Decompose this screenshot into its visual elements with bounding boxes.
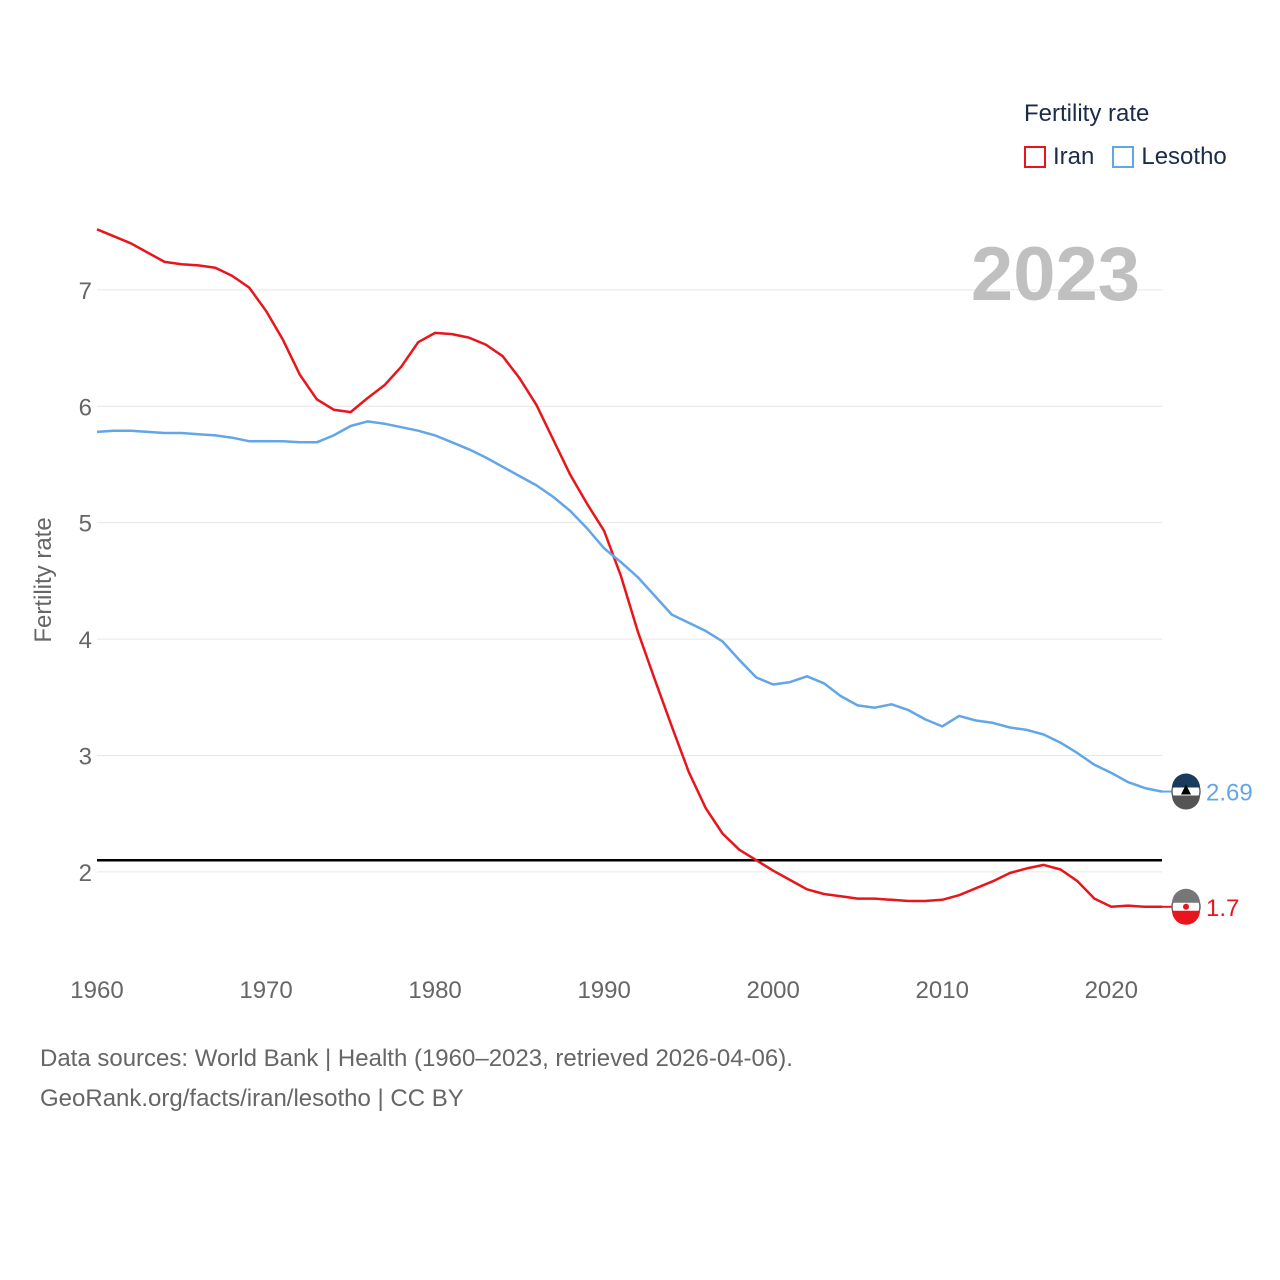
flag-icon-lesotho	[1171, 773, 1201, 810]
x-tick-label-1960: 1960	[70, 977, 123, 1004]
legend-item-lesotho[interactable]: Lesotho	[1112, 143, 1227, 171]
flag-icon-iran	[1171, 888, 1201, 925]
x-tick-label-1970: 1970	[239, 977, 292, 1004]
legend-item-iran[interactable]: Iran	[1024, 143, 1094, 171]
data-source-note: Data sources: World Bank | Health (1960–…	[40, 1045, 793, 1072]
series-line-iran	[96, 228, 1162, 909]
legend-label-iran: Iran	[1053, 143, 1095, 170]
flag-band-bottom-lesotho	[1172, 795, 1200, 810]
end-value-label-lesotho: 2.69	[1206, 780, 1253, 807]
legend-title: Fertility rate	[1024, 100, 1150, 127]
y-tick-label-5: 5	[79, 511, 92, 538]
legend-swatch-lesotho	[1112, 146, 1135, 168]
grid-lines	[97, 289, 1162, 873]
attribution-link[interactable]: GeoRank.org/facts/iran/lesotho | CC BY	[40, 1085, 464, 1112]
series-lines	[96, 228, 1163, 909]
flag-band-top-lesotho	[1172, 773, 1200, 788]
series-line-lesotho	[96, 420, 1163, 793]
x-tick-label-1980: 1980	[408, 977, 461, 1004]
legend: Iran Lesotho	[1024, 143, 1245, 171]
y-tick-label-2: 2	[79, 860, 92, 887]
end-markers: 1.7 2.69	[1162, 773, 1253, 925]
x-axis-ticks: 1960 1970 1980 1990 2000 2010 2020	[70, 977, 1138, 1004]
y-tick-label-6: 6	[79, 394, 92, 421]
y-tick-label-4: 4	[79, 627, 92, 654]
legend-swatch-iran	[1024, 146, 1046, 168]
year-label: 2023	[971, 232, 1140, 317]
y-axis-label: Fertility rate	[30, 517, 57, 642]
flag-emblem-lesotho	[1181, 784, 1191, 795]
flag-band-bottom-iran	[1172, 910, 1200, 925]
end-value-label-iran: 1.7	[1206, 895, 1239, 922]
legend-label-lesotho: Lesotho	[1141, 143, 1227, 170]
flag-band-top-iran	[1172, 888, 1200, 903]
y-tick-label-3: 3	[79, 743, 92, 770]
flag-emblem-iran	[1183, 903, 1189, 910]
x-tick-label-2010: 2010	[916, 977, 969, 1004]
x-tick-label-2000: 2000	[746, 977, 799, 1004]
y-tick-label-7: 7	[79, 278, 92, 305]
x-tick-label-2020: 2020	[1085, 977, 1138, 1004]
x-tick-label-1990: 1990	[577, 977, 630, 1004]
y-axis-ticks: 2 3 4 5 6 7	[79, 278, 92, 887]
